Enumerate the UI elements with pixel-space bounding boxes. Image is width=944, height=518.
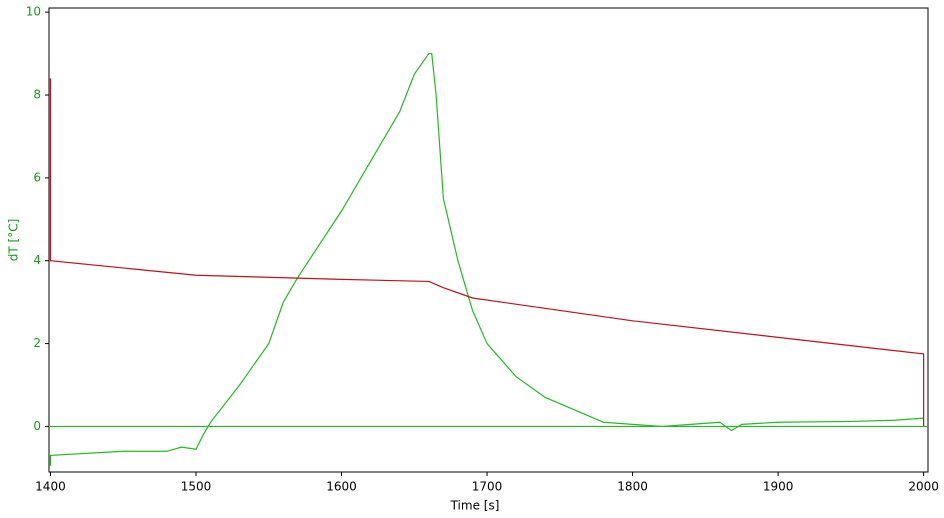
y-tick-label: 6 <box>33 170 41 184</box>
x-tick-label: 1400 <box>35 480 66 494</box>
y-tick-label: 4 <box>33 253 41 267</box>
x-tick-label: 1900 <box>763 480 794 494</box>
y-tick-label: 8 <box>33 88 41 102</box>
y-axis-label: dT [°C] <box>7 219 21 262</box>
y-tick-label: 0 <box>33 419 41 433</box>
x-axis-label: Time [s] <box>450 499 500 513</box>
x-tick-label: 1700 <box>472 480 503 494</box>
series-line <box>49 52 924 466</box>
series-line <box>49 78 925 427</box>
x-tick-label: 1600 <box>326 480 357 494</box>
x-tick-label: 2000 <box>908 480 939 494</box>
x-tick-label: 1800 <box>617 480 648 494</box>
x-tick-label: 1500 <box>181 480 212 494</box>
y-tick-label: 10 <box>26 5 41 19</box>
plot-frame <box>48 7 929 473</box>
y-tick-label: 2 <box>33 336 41 350</box>
